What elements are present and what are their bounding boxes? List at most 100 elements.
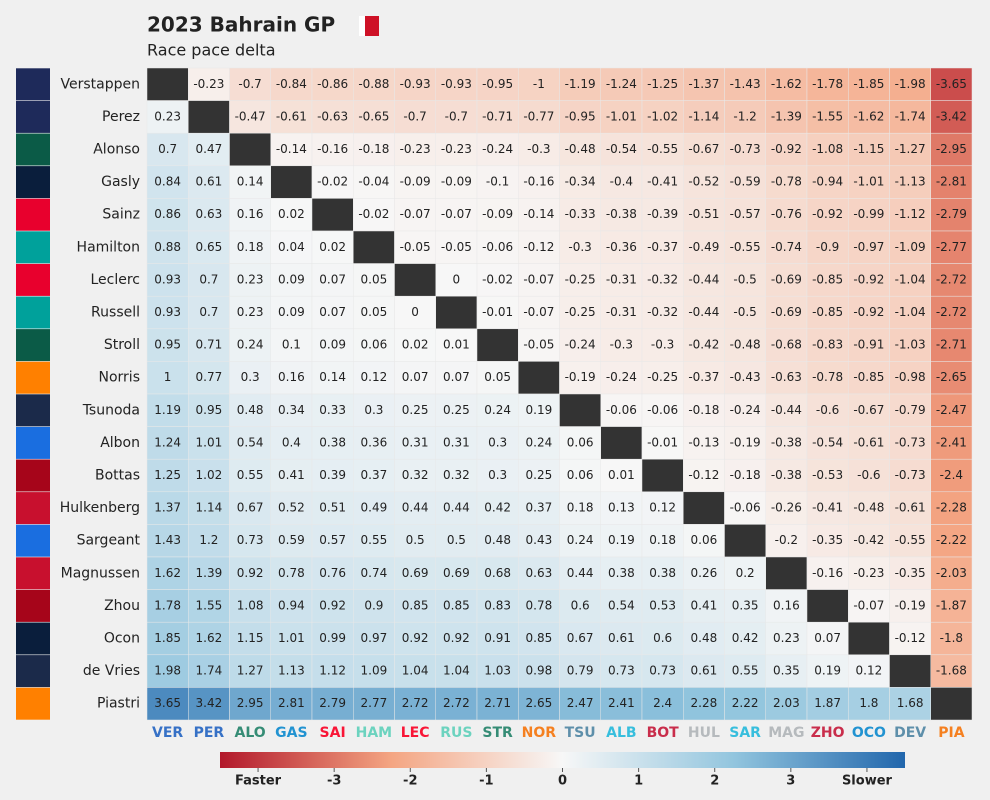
cell-value: 0 — [453, 272, 461, 286]
cell — [353, 263, 395, 297]
cell-value: 2.72 — [443, 696, 470, 710]
cell-value: 0.78 — [278, 566, 305, 580]
cell — [229, 295, 271, 330]
cell — [476, 165, 519, 199]
cell-value: -0.52 — [688, 175, 719, 189]
cell — [353, 132, 395, 167]
cell — [311, 491, 354, 525]
cell-value: -0.34 — [565, 175, 596, 189]
cell-value: 0.41 — [691, 598, 718, 612]
cell — [641, 100, 684, 134]
cell — [930, 426, 973, 460]
row-label: Perez — [102, 109, 140, 125]
cell — [394, 132, 436, 167]
cell — [889, 687, 931, 721]
cell — [394, 491, 436, 525]
cell-value: -1.62 — [853, 109, 884, 123]
cell — [559, 458, 601, 493]
cell-value: 0.14 — [319, 370, 346, 384]
cell-value: 0.3 — [488, 468, 507, 482]
column-label: VER — [152, 725, 183, 741]
cell-value: -0.54 — [606, 142, 637, 156]
cell-value: -0.73 — [895, 468, 926, 482]
cell — [146, 132, 189, 167]
cell — [394, 165, 436, 199]
cell — [724, 556, 766, 590]
cell-value: -2.28 — [936, 501, 967, 515]
cell — [311, 361, 354, 395]
cell-value: 1.09 — [361, 664, 388, 678]
cell — [188, 621, 230, 656]
cell — [683, 687, 725, 721]
cell — [848, 491, 890, 525]
cell-value: 0.7 — [199, 272, 218, 286]
cell-value: -0.78 — [812, 370, 843, 384]
cell-value: 0.49 — [361, 501, 388, 515]
cell-value: -1.15 — [853, 142, 884, 156]
cell-value: -0.39 — [647, 207, 678, 221]
cell-value: -0.23 — [400, 142, 431, 156]
column-label: ALB — [606, 725, 636, 741]
cell — [724, 67, 766, 101]
cell-value: -0.54 — [812, 435, 843, 449]
cell — [146, 654, 189, 688]
cell — [311, 393, 354, 427]
cell-value: -0.32 — [647, 305, 678, 319]
cell-value: -0.57 — [730, 207, 761, 221]
cell-value: -0.48 — [565, 142, 596, 156]
cell-value: 0.07 — [443, 370, 470, 384]
team-logo — [16, 198, 50, 231]
cell — [641, 132, 684, 167]
cell-value: 0.35 — [732, 598, 759, 612]
cell-value: -0.48 — [730, 338, 761, 352]
cell-value: -0.53 — [812, 468, 843, 482]
cell-value: -1.98 — [895, 77, 926, 91]
cell-value: 0.93 — [154, 272, 181, 286]
cell-value: -0.93 — [400, 77, 431, 91]
cell — [353, 361, 395, 395]
column-label: BOT — [647, 725, 680, 741]
cell-value: 1.87 — [814, 696, 841, 710]
cell-value: 0.55 — [361, 533, 388, 547]
cell-value: -0.35 — [895, 566, 926, 580]
cell — [353, 524, 395, 558]
diagonal-cell — [353, 230, 395, 264]
colorbar-tick-label: 2 — [710, 774, 719, 789]
cell-value: 0.19 — [814, 664, 841, 678]
cell-value: 0.01 — [608, 468, 635, 482]
cell-value: -3.65 — [936, 77, 967, 91]
cell-value: -1.39 — [771, 109, 802, 123]
cell-value: 0.92 — [402, 631, 429, 645]
cell — [559, 524, 601, 558]
colorbar-tick-label: Slower — [842, 774, 893, 789]
cell — [311, 328, 354, 362]
cell — [270, 198, 313, 232]
cell-value: 0.92 — [443, 631, 470, 645]
cell-value: 1.25 — [154, 468, 181, 482]
cell-value: -0.07 — [441, 207, 472, 221]
cell — [683, 361, 725, 395]
cell-value: -1.08 — [812, 142, 843, 156]
cell — [394, 328, 436, 362]
team-logo — [16, 394, 50, 427]
diagonal-cell — [724, 524, 766, 558]
cell-value: 0.73 — [237, 533, 264, 547]
cell-value: -0.85 — [812, 305, 843, 319]
cell-value: 0.12 — [361, 370, 388, 384]
cell — [930, 67, 973, 101]
cell-value: 1.74 — [196, 664, 223, 678]
cell-value: 0.09 — [319, 338, 346, 352]
cell — [806, 132, 849, 167]
cell — [394, 100, 436, 134]
cell-value: 0.92 — [237, 566, 264, 580]
cell — [476, 621, 519, 656]
cell-value: 1.03 — [484, 664, 511, 678]
cell-value: 1.04 — [443, 664, 470, 678]
column-label: ALO — [235, 725, 266, 741]
cell — [270, 654, 313, 688]
cell — [229, 393, 271, 427]
row-label: Ocon — [104, 631, 140, 647]
cell-value: 1.19 — [154, 403, 181, 417]
cell — [765, 165, 808, 199]
cell-value: -1.43 — [730, 77, 761, 91]
